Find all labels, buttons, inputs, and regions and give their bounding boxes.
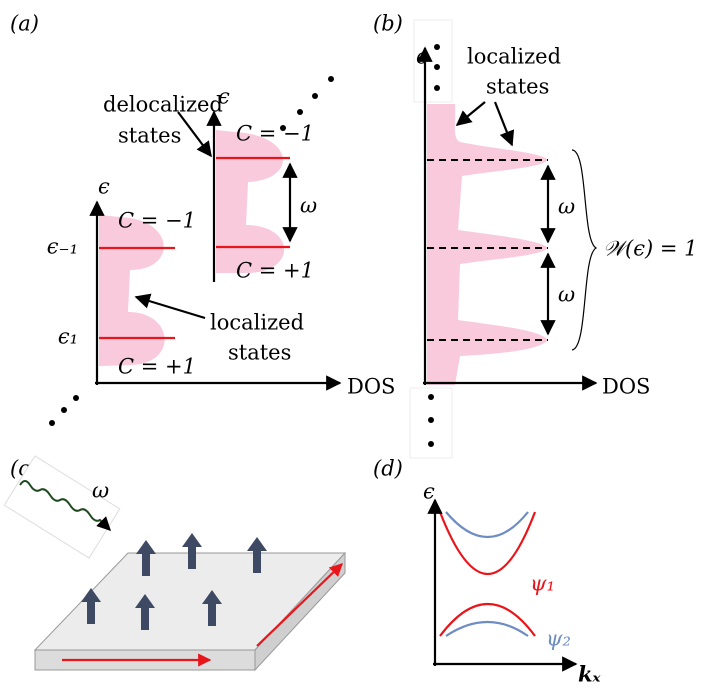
level-label: ϵ₋₁	[47, 235, 78, 259]
axis-label: DOS	[347, 375, 395, 399]
figure: (a) ϵ DOS ϵ₋₁ ϵ₁ C = −1 C = +1 ϵ C = −1 …	[0, 0, 713, 693]
panel-label: (a)	[10, 12, 39, 36]
chern-label: C = −1	[118, 209, 196, 233]
spacing-label: ω	[558, 283, 575, 307]
spacing-label: ω	[558, 195, 575, 219]
chern-label: C = −1	[236, 122, 314, 146]
annotation: localized	[467, 45, 561, 69]
dos-shape	[216, 130, 284, 273]
axis-label: ϵ	[98, 175, 110, 199]
chern-label: C = +1	[236, 259, 314, 283]
annotation-arrow	[178, 112, 211, 156]
axis-label: DOS	[602, 375, 650, 399]
panel-label: (b)	[373, 12, 403, 36]
panel-label: (d)	[373, 457, 403, 481]
panel-d: (d) ϵ kₓ ψ₁ ψ₂	[373, 457, 602, 687]
annotation-arrow	[457, 102, 485, 125]
brace	[572, 150, 596, 350]
annotation: states	[486, 75, 549, 99]
annotation: localized	[210, 311, 304, 335]
band-label: ψ₁	[530, 572, 555, 596]
panel-b: (b) ϵ DOS localized states ω ω 𝒲(ϵ) = 1	[373, 12, 697, 459]
axis-label: kₓ	[578, 662, 602, 687]
spacing-label: ω	[300, 194, 317, 218]
annotation: delocalized	[103, 93, 223, 117]
band	[446, 622, 528, 636]
band	[446, 512, 528, 537]
panel-c: (c) ω	[4, 456, 345, 670]
annotation-arrow	[495, 102, 512, 145]
photon-label: ω	[92, 479, 109, 503]
dos-shape	[99, 215, 165, 366]
annotation: states	[118, 124, 181, 148]
annotation-arrow	[136, 297, 205, 318]
axis-label: ϵ	[416, 45, 428, 69]
dos-shape	[427, 104, 548, 385]
panel-a: (a) ϵ DOS ϵ₋₁ ϵ₁ C = −1 C = +1 ϵ C = −1 …	[10, 12, 395, 427]
chern-label: C = +1	[118, 355, 196, 379]
band-label: ψ₂	[546, 627, 571, 651]
level-label: ϵ₁	[58, 325, 78, 349]
winding-label: 𝒲(ϵ) = 1	[603, 237, 697, 261]
axis-label: ϵ	[423, 480, 435, 504]
annotation: states	[228, 341, 291, 365]
